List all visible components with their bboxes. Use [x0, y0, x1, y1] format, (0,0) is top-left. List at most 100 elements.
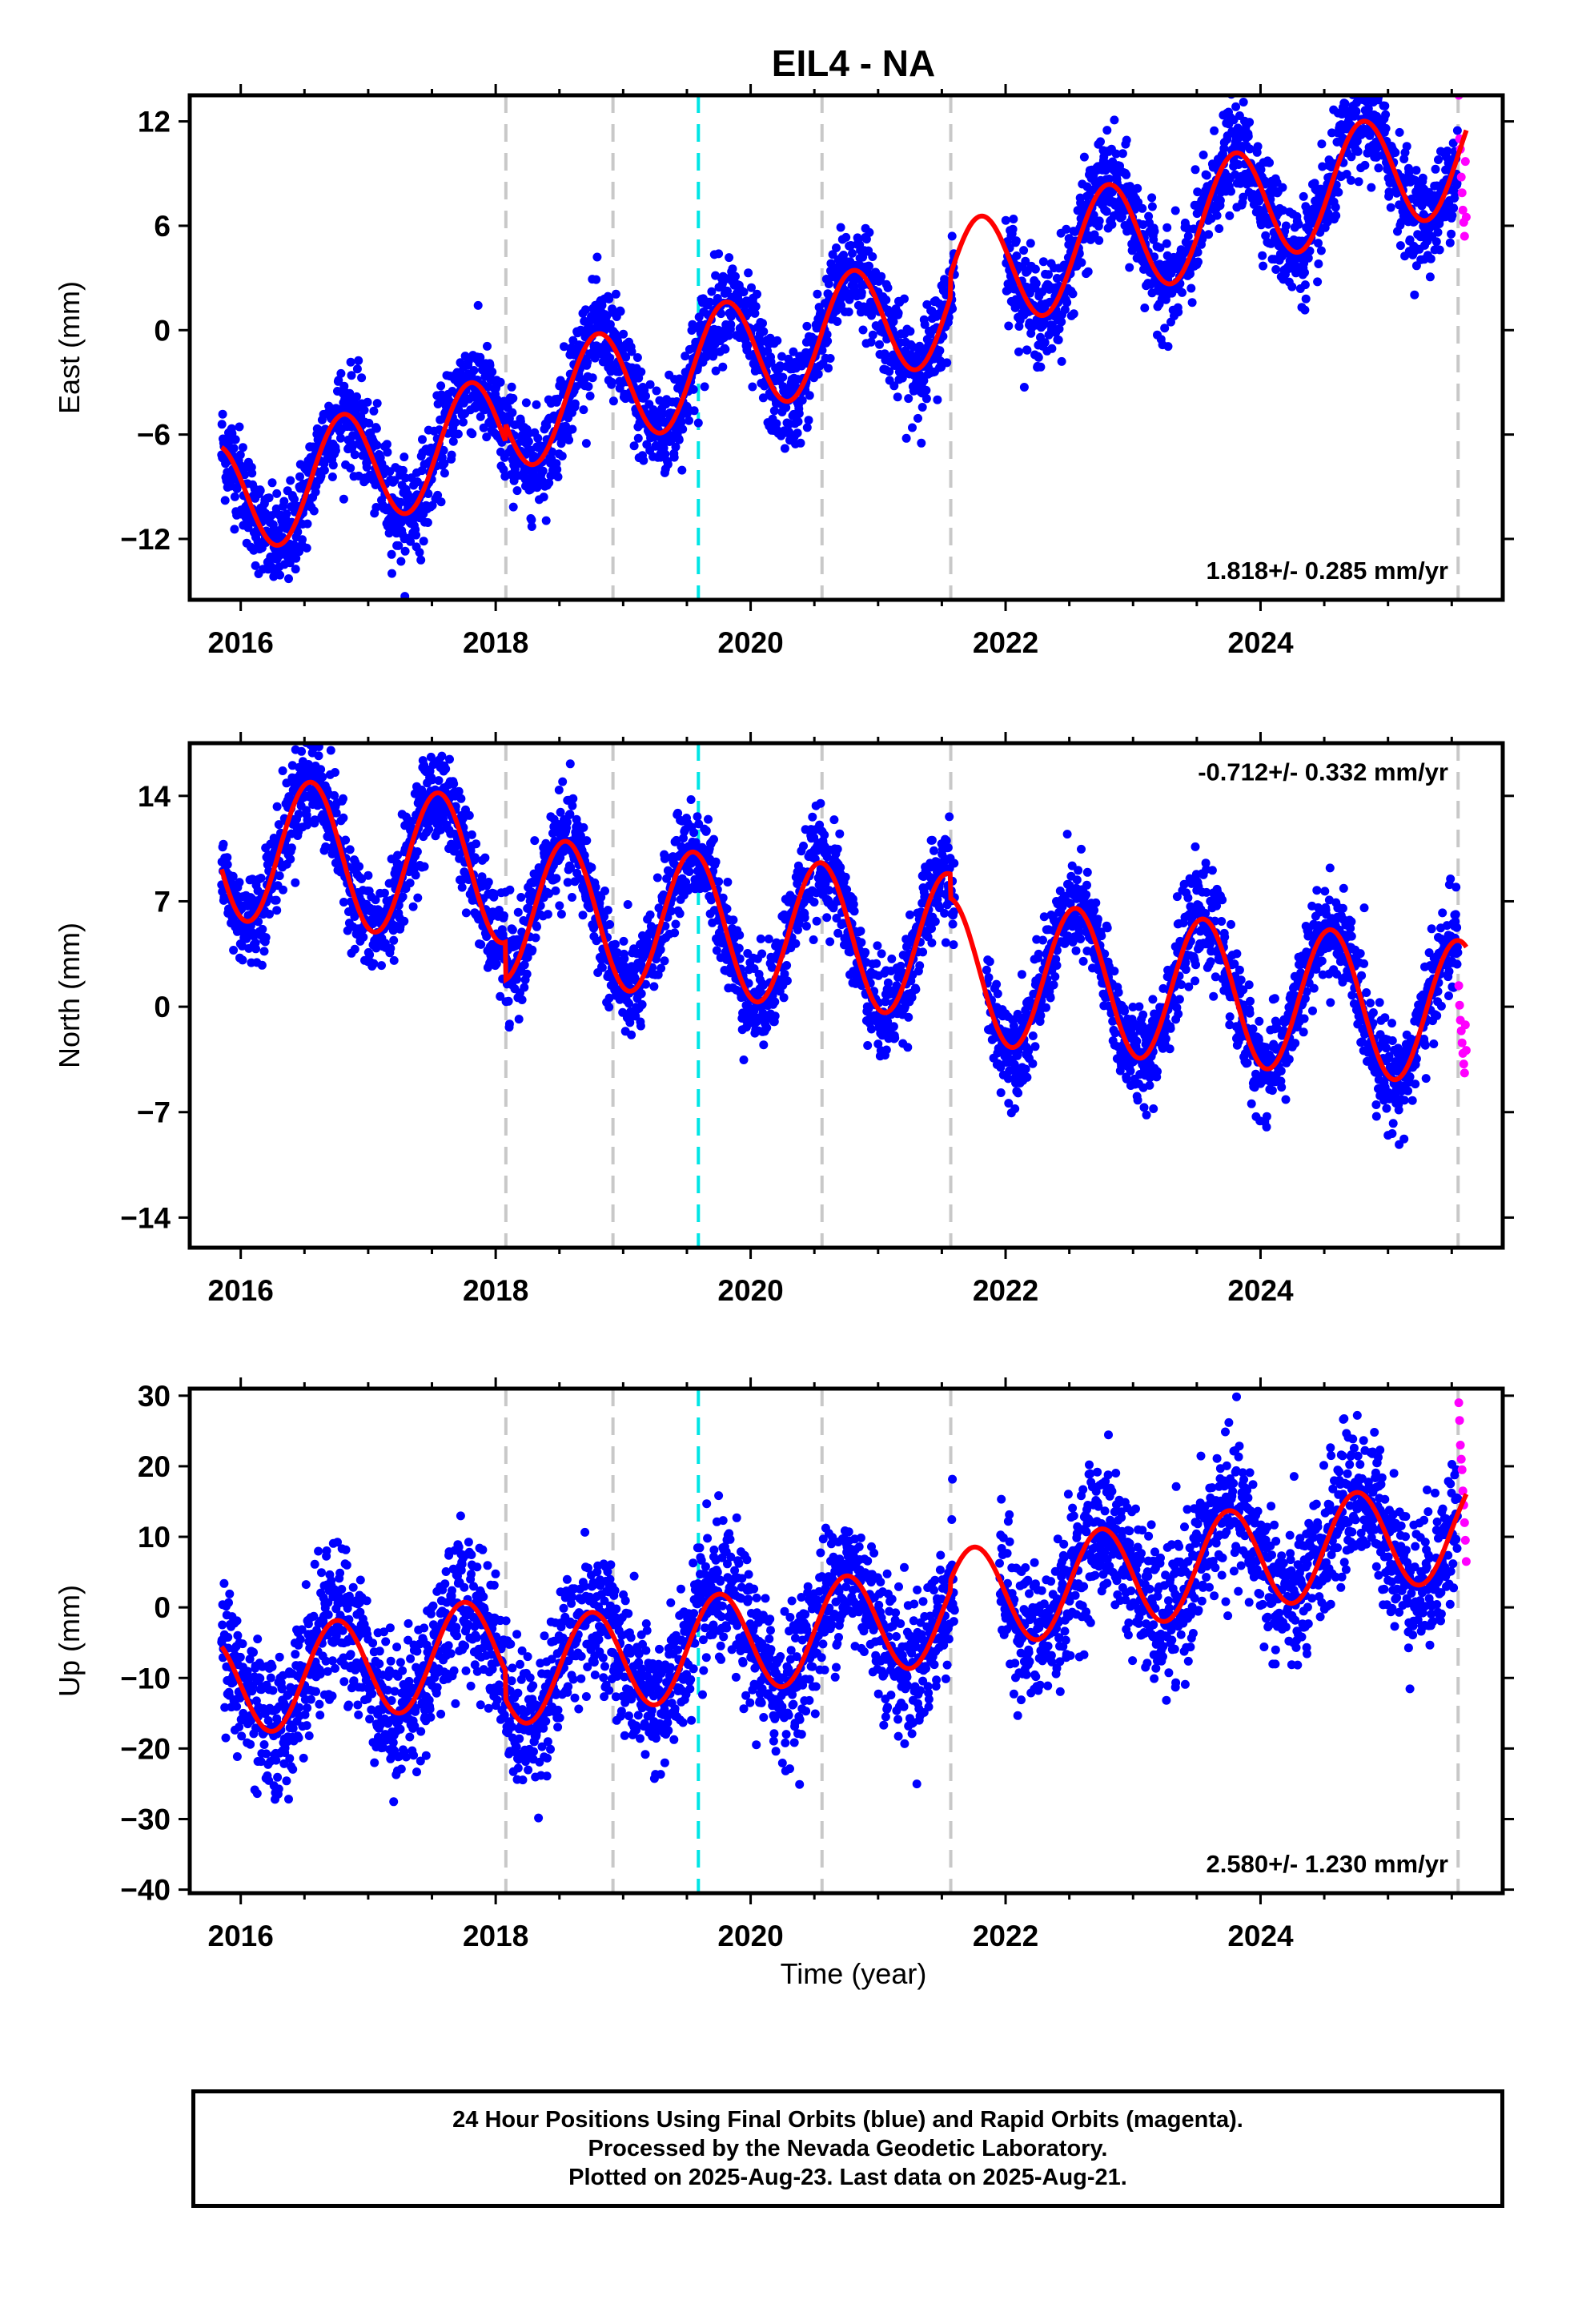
final-orbit-point	[1215, 195, 1225, 205]
final-orbit-point	[837, 300, 846, 310]
final-orbit-point	[1118, 149, 1127, 159]
final-orbit-point	[1374, 163, 1383, 173]
final-orbit-point	[711, 366, 721, 376]
final-orbit-point	[1069, 309, 1078, 319]
final-orbit-point	[1147, 202, 1157, 211]
final-orbit-point	[729, 915, 738, 925]
final-orbit-point	[714, 877, 724, 887]
final-orbit-point	[1170, 206, 1180, 215]
final-orbit-point	[235, 450, 245, 460]
final-orbit-point	[889, 317, 898, 327]
final-orbit-point	[1174, 308, 1183, 317]
final-orbit-point	[1435, 245, 1444, 255]
final-orbit-point	[399, 465, 408, 475]
rapid-orbit-point	[1457, 188, 1467, 198]
final-orbit-point	[562, 818, 572, 827]
final-orbit-point	[483, 341, 492, 351]
final-orbit-point	[604, 294, 614, 304]
final-orbit-point	[560, 342, 568, 352]
final-orbit-point	[913, 413, 922, 423]
final-orbit-point	[1434, 155, 1443, 164]
final-orbit-point	[235, 878, 244, 887]
final-orbit-point	[293, 527, 303, 537]
final-orbit-point	[369, 406, 379, 416]
final-orbit-point	[219, 839, 228, 849]
final-orbit-point	[1431, 237, 1441, 247]
final-orbit-point	[600, 887, 609, 895]
final-orbit-point	[581, 439, 591, 448]
final-orbit-point	[777, 352, 786, 361]
final-orbit-point	[524, 436, 533, 446]
final-orbit-point	[1281, 221, 1291, 231]
final-orbit-point	[663, 460, 673, 469]
final-orbit-point	[898, 370, 908, 380]
final-orbit-point	[582, 836, 592, 846]
final-orbit-point	[675, 909, 685, 919]
final-orbit-point	[920, 320, 930, 329]
final-orbit-point	[457, 883, 467, 892]
final-orbit-point	[707, 287, 717, 296]
final-orbit-point	[528, 945, 537, 955]
final-orbit-point	[603, 906, 612, 915]
final-orbit-point	[919, 376, 929, 385]
final-orbit-point	[291, 878, 300, 887]
final-orbit-point	[520, 983, 529, 992]
final-orbit-point	[1447, 229, 1456, 239]
final-orbit-point	[1162, 239, 1171, 248]
final-orbit-point	[578, 911, 588, 920]
final-orbit-point	[709, 350, 718, 360]
final-orbit-point	[505, 885, 515, 895]
final-orbit-point	[917, 438, 926, 448]
final-orbit-point	[1022, 345, 1032, 355]
final-orbit-point	[290, 494, 299, 504]
final-orbit-point	[533, 433, 543, 443]
final-orbit-point	[845, 295, 854, 304]
final-orbit-point	[883, 283, 893, 292]
rapid-orbit-point	[1456, 172, 1466, 182]
final-orbit-point	[291, 553, 301, 563]
final-orbit-point	[1395, 241, 1405, 251]
final-orbit-point	[1353, 147, 1363, 156]
final-orbit-point	[508, 408, 517, 417]
final-orbit-point	[514, 1015, 524, 1024]
final-orbit-point	[272, 906, 282, 915]
final-orbit-point	[516, 893, 526, 902]
final-orbit-point	[355, 862, 364, 871]
final-orbit-point	[1313, 277, 1323, 287]
final-orbit-point	[583, 357, 592, 367]
final-orbit-point	[689, 406, 699, 416]
final-orbit-point	[1359, 74, 1368, 83]
final-orbit-point	[1054, 336, 1063, 344]
final-orbit-point	[294, 810, 303, 819]
final-orbit-point	[1253, 142, 1263, 151]
final-orbit-point	[585, 392, 595, 400]
final-orbit-point	[714, 249, 724, 259]
final-orbit-point	[789, 347, 798, 356]
final-orbit-point	[623, 900, 632, 909]
final-orbit-point	[411, 870, 420, 880]
final-orbit-point	[331, 446, 340, 456]
final-orbit-point	[400, 546, 410, 556]
final-orbit-point	[824, 364, 833, 373]
final-orbit-point	[1433, 227, 1443, 237]
final-orbit-point	[747, 283, 756, 292]
final-orbit-point	[621, 352, 631, 362]
final-orbit-point	[1011, 236, 1021, 246]
final-orbit-point	[369, 959, 379, 968]
final-orbit-point	[1354, 177, 1363, 187]
final-orbit-point	[606, 367, 616, 376]
final-orbit-point	[327, 472, 337, 481]
final-orbit-point	[396, 557, 406, 566]
final-orbit-point	[527, 522, 536, 531]
final-orbit-point	[413, 893, 423, 903]
final-orbit-point	[1351, 75, 1360, 84]
final-orbit-point	[649, 982, 659, 991]
final-orbit-point	[1212, 211, 1222, 220]
final-orbit-point	[1331, 211, 1341, 220]
final-orbit-point	[1271, 265, 1281, 274]
final-orbit-point	[781, 403, 791, 412]
final-orbit-point	[1187, 298, 1197, 308]
final-orbit-point	[440, 459, 449, 468]
final-orbit-point	[841, 232, 851, 242]
